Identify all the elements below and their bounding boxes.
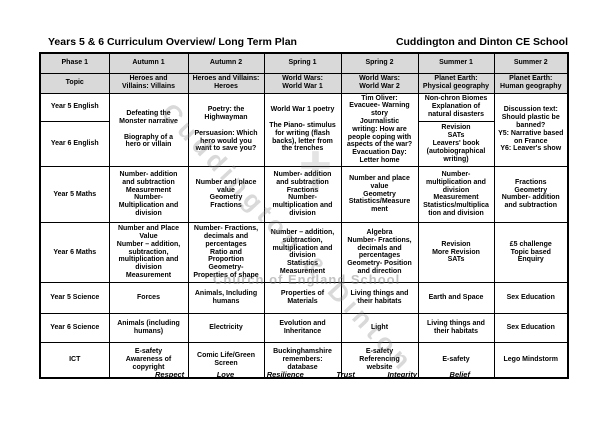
cell-year6-english-summer1: Revision SATs Leavers' book (autobiograp… xyxy=(417,120,495,167)
topic-row: Topic Heroes and Villains: Villains Hero… xyxy=(39,72,569,94)
year5-maths-row: Year 5 Maths Number- addition and subtra… xyxy=(39,165,569,223)
value-love: Love xyxy=(216,370,235,379)
value-belief: Belief xyxy=(449,370,470,379)
cell-topic-summer1: Planet Earth: Physical geography xyxy=(417,72,495,94)
cell-year5-science-autumn1: Forces xyxy=(108,281,189,314)
cell-year6-science-autumn2: Electricity xyxy=(187,312,265,343)
value-integrity: Integrity xyxy=(387,370,418,379)
cell-year5-science-spring2: Living things and their habitats xyxy=(340,281,419,314)
column-header-summer2: Summer 2 xyxy=(493,52,569,74)
cell-year6-maths-autumn2: Number- Fractions, decimals and percenta… xyxy=(187,221,265,283)
cell-year6-maths-summer1: Revision More Revision SATs xyxy=(417,221,495,283)
cell-ict-summer2: Lego Mindstorm xyxy=(493,341,569,379)
cell-year6-maths-spring1: Number – addition, subtraction, multipli… xyxy=(263,221,342,283)
cell-english-autumn2: Poetry: the Highwayman Persuasion: Which… xyxy=(187,92,265,167)
cell-year6-maths-autumn1: Number and Place Value Number – addition… xyxy=(108,221,189,283)
cell-year5-maths-spring1: Number- addition and subtraction Fractio… xyxy=(263,165,342,223)
value-resilience: Resilience xyxy=(266,370,304,379)
cell-year5-maths-summer1: Number- multiplication and division Meas… xyxy=(417,165,495,223)
row-label-year6-maths: Year 6 Maths xyxy=(39,221,110,283)
cell-english-summer2: Discussion text: Should plastic be banne… xyxy=(493,92,569,167)
cell-topic-autumn1: Heroes and Villains: Villains xyxy=(108,72,189,94)
row-label-year5-english: Year 5 English xyxy=(39,92,110,122)
cell-ict-autumn2: Comic Life/Green Screen xyxy=(187,341,265,379)
cell-year5-science-autumn2: Animals, Including humans xyxy=(187,281,265,314)
cell-year5-maths-summer2: Fractions Geometry Number- addition and … xyxy=(493,165,569,223)
cell-english-spring2: Tim Oliver: Evacuee- Warning story Journ… xyxy=(340,92,419,167)
ict-row: ICT E-safety Awareness of copyright Comi… xyxy=(39,341,569,379)
cell-year6-science-autumn1: Animals (including humans) xyxy=(108,312,189,343)
column-header-spring1: Spring 1 xyxy=(263,52,342,74)
row-label-ict: ICT xyxy=(39,341,110,379)
cell-year5-maths-autumn1: Number- addition and subtraction Measure… xyxy=(108,165,189,223)
column-header-phase1: Phase 1 xyxy=(39,52,110,74)
document-title: Years 5 & 6 Curriculum Overview/ Long Te… xyxy=(48,36,297,48)
school-values-footer: Respect Love Resilience Trust Integrity … xyxy=(155,370,470,379)
cell-year6-science-summer2: Sex Education xyxy=(493,312,569,343)
cell-year5-maths-autumn2: Number and place value Geometry Fraction… xyxy=(187,165,265,223)
cell-year6-science-spring1: Evolution and Inheritance xyxy=(263,312,342,343)
cell-english-autumn1: Defeating the Monster narrative Biograph… xyxy=(108,92,189,167)
cell-year6-science-summer1: Living things and their habitats xyxy=(417,312,495,343)
year6-science-row: Year 6 Science Animals (including humans… xyxy=(39,312,569,343)
cell-year5-english-summer1: Non-chron Biomes Explanation of natural … xyxy=(417,92,495,122)
cell-year5-science-summer1: Earth and Space xyxy=(417,281,495,314)
cell-year6-science-spring2: Light xyxy=(340,312,419,343)
column-header-autumn1: Autumn 1 xyxy=(108,52,189,74)
cell-year5-maths-spring2: Number and place value Geometry Statisti… xyxy=(340,165,419,223)
row-label-year5-science: Year 5 Science xyxy=(39,281,110,314)
cell-year6-maths-summer2: £5 challenge Topic based Enquiry xyxy=(493,221,569,283)
table-header-row: Phase 1 Autumn 1 Autumn 2 Spring 1 Sprin… xyxy=(39,52,569,74)
cell-ict-summer1: E-safety xyxy=(417,341,495,379)
value-respect: Respect xyxy=(155,370,185,379)
year6-maths-row: Year 6 Maths Number and Place Value Numb… xyxy=(39,221,569,283)
cell-topic-summer2: Planet Earth: Human geography xyxy=(493,72,569,94)
cell-ict-autumn1: E-safety Awareness of copyright xyxy=(108,341,189,379)
row-label-year6-science: Year 6 Science xyxy=(39,312,110,343)
value-trust: Trust xyxy=(336,370,355,379)
curriculum-table: Phase 1 Autumn 1 Autumn 2 Spring 1 Sprin… xyxy=(39,52,569,380)
column-header-summer1: Summer 1 xyxy=(417,52,495,74)
row-label-year6-english: Year 6 English xyxy=(39,120,110,167)
cell-year5-science-summer2: Sex Education xyxy=(493,281,569,314)
column-header-autumn2: Autumn 2 xyxy=(187,52,265,74)
school-name-title: Cuddington and Dinton CE School xyxy=(395,36,568,48)
year5-english-row: Year 5 English Defeating the Monster nar… xyxy=(39,92,569,167)
cell-topic-spring2: World Wars: World War 2 xyxy=(340,72,419,94)
cell-english-spring1: World War 1 poetry The Piano- stimulus f… xyxy=(263,92,342,167)
year6-english-row: Year 6 English Revision SATs Leavers' bo… xyxy=(39,120,568,167)
row-label-year5-maths: Year 5 Maths xyxy=(39,165,110,223)
cell-year6-maths-spring2: Algebra Number- Fractions, decimals and … xyxy=(340,221,419,283)
column-header-spring2: Spring 2 xyxy=(340,52,419,74)
cell-topic-autumn2: Heroes and Villains: Heroes xyxy=(187,72,265,94)
cell-ict-spring1: Buckinghamshire remembers: database xyxy=(263,341,342,379)
cell-topic-spring1: World Wars: World War 1 xyxy=(263,72,342,94)
year5-science-row: Year 5 Science Forces Animals, Including… xyxy=(39,281,569,314)
cell-year5-science-spring1: Properties of Materials xyxy=(263,281,342,314)
row-label-topic: Topic xyxy=(39,72,110,94)
